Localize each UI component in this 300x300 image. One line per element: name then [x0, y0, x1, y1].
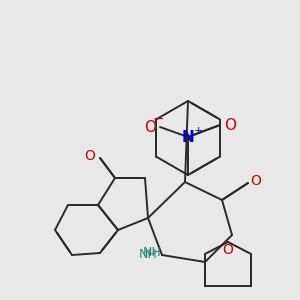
Text: O: O — [85, 149, 95, 163]
Text: O: O — [224, 118, 236, 133]
Text: +: + — [193, 126, 203, 136]
Text: NH: NH — [139, 248, 158, 262]
Text: O: O — [250, 174, 261, 188]
Text: NH: NH — [142, 247, 161, 260]
Text: N: N — [182, 130, 194, 145]
Text: O: O — [223, 243, 233, 257]
Text: O: O — [144, 119, 156, 134]
Text: −: − — [152, 112, 164, 126]
